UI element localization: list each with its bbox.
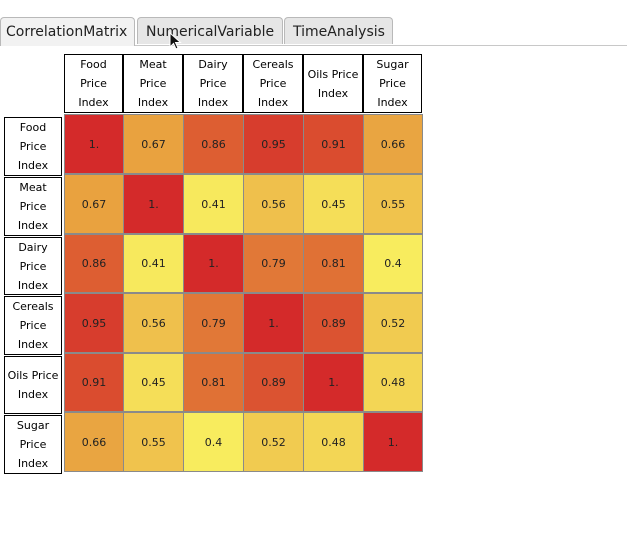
matrix-cell: 0.45 <box>304 175 363 233</box>
row-header: Oils Price Index <box>4 356 62 414</box>
matrix-cell: 0.86 <box>65 235 123 292</box>
column-header: Cereals Price Index <box>243 54 303 113</box>
row-header-label: Dairy Price Index <box>17 240 49 292</box>
tab-time-analysis[interactable]: TimeAnalysis <box>284 17 393 44</box>
matrix-cell: 0.79 <box>184 294 243 352</box>
row-header: Dairy Price Index <box>4 237 62 295</box>
matrix-cell: 0.52 <box>244 413 303 471</box>
tab-bar: CorrelationMatrix NumericalVariable Time… <box>0 17 627 46</box>
row-header-label: Cereals Price Index <box>12 300 54 351</box>
matrix-cell: 0.48 <box>304 413 363 471</box>
matrix-cell: 0.95 <box>65 294 123 352</box>
tab-numerical-variable[interactable]: NumericalVariable <box>137 17 283 44</box>
column-header-label: Meat Price Index <box>137 58 169 109</box>
matrix-cell: 0.4 <box>364 235 422 292</box>
row-header: Cereals Price Index <box>4 296 62 355</box>
row-header-label: Oils Price Index <box>7 369 59 401</box>
row-header-label: Food Price Index <box>17 121 49 172</box>
cropped-header-strip <box>0 0 627 6</box>
column-header-label: Sugar Price Index <box>376 58 409 109</box>
matrix-cell: 0.52 <box>364 294 422 352</box>
matrix-cell: 1. <box>65 115 123 173</box>
matrix-cell: 0.45 <box>124 354 183 411</box>
row-header: Meat Price Index <box>4 177 62 236</box>
matrix-cell: 0.91 <box>304 115 363 173</box>
matrix-cell: 0.86 <box>184 115 243 173</box>
column-header: Dairy Price Index <box>183 54 243 113</box>
matrix-cell: 1. <box>244 294 303 352</box>
matrix-cell: 0.56 <box>124 294 183 352</box>
column-header: Meat Price Index <box>123 54 183 113</box>
matrix-cell: 0.56 <box>244 175 303 233</box>
column-header-label: Food Price Index <box>78 58 109 109</box>
tab-divider <box>0 45 627 46</box>
matrix-cell: 0.81 <box>184 354 243 411</box>
matrix-cell: 0.91 <box>65 354 123 411</box>
column-header: Oils Price Index <box>303 54 363 113</box>
column-header: Food Price Index <box>64 54 123 113</box>
matrix-cell: 1. <box>124 175 183 233</box>
column-header-label: Cereals Price Index <box>252 58 294 109</box>
column-header-label: Oils Price Index <box>307 67 359 100</box>
matrix-cell: 0.79 <box>244 235 303 292</box>
mouse-pointer-icon <box>169 32 182 50</box>
tab-correlation-matrix[interactable]: CorrelationMatrix <box>0 17 135 46</box>
matrix-cell: 0.41 <box>184 175 243 233</box>
column-header: Sugar Price Index <box>363 54 422 113</box>
row-header: Food Price Index <box>4 117 62 176</box>
row-header-label: Sugar Price Index <box>16 419 50 470</box>
matrix-cell: 0.4 <box>184 413 243 471</box>
matrix-cell: 0.67 <box>124 115 183 173</box>
matrix-cell: 1. <box>364 413 422 471</box>
matrix-cell: 0.41 <box>124 235 183 292</box>
column-header-label: Dairy Price Index <box>197 58 229 109</box>
row-header-label: Meat Price Index <box>17 181 49 232</box>
matrix-cell: 0.89 <box>244 354 303 411</box>
matrix-cell: 0.55 <box>124 413 183 471</box>
matrix-cell: 0.67 <box>65 175 123 233</box>
matrix-cell: 0.66 <box>364 115 422 173</box>
matrix-cell: 0.95 <box>244 115 303 173</box>
row-header: Sugar Price Index <box>4 415 62 474</box>
matrix-cell: 0.66 <box>65 413 123 471</box>
matrix-cell: 1. <box>184 235 243 292</box>
matrix-cell: 1. <box>304 354 363 411</box>
matrix-cell: 0.81 <box>304 235 363 292</box>
matrix-cell: 0.48 <box>364 354 422 411</box>
matrix-cell: 0.89 <box>304 294 363 352</box>
matrix-cell: 0.55 <box>364 175 422 233</box>
correlation-grid: 1. 0.67 0.86 0.95 0.91 0.66 0.67 1. 0.41 0.56 0.45… <box>64 114 423 472</box>
